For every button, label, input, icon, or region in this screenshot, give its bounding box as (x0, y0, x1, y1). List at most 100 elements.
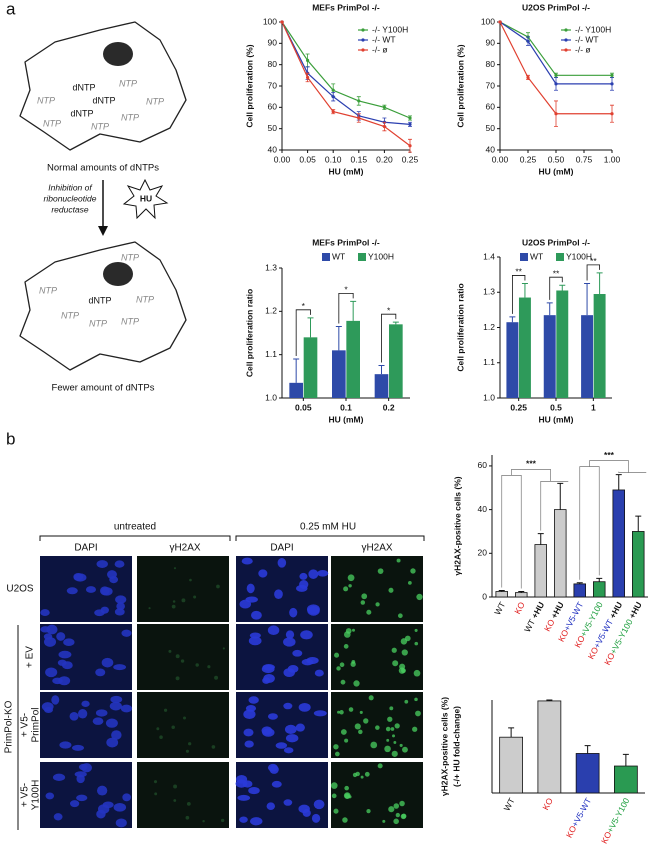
hu-burst (122, 178, 169, 220)
foci (343, 586, 349, 592)
label-part: +HU (548, 600, 566, 622)
foci (363, 718, 369, 724)
nucleus (284, 724, 297, 734)
nucleus (56, 632, 66, 641)
foci (185, 815, 190, 820)
row-label: + V5- (20, 713, 31, 737)
foci (368, 695, 374, 701)
x-tick-label: KO+V5-Y100 (599, 796, 632, 845)
nucleus (267, 625, 280, 636)
data-point (280, 20, 284, 24)
nucleus (300, 630, 313, 640)
legend-swatch (361, 38, 365, 42)
foci (148, 607, 151, 610)
ntp-label: NTP (89, 318, 107, 328)
nucleus (245, 596, 258, 603)
ntp-label: NTP (121, 252, 139, 262)
legend-swatch (564, 28, 568, 32)
foci (370, 741, 378, 749)
foci (186, 801, 191, 806)
foci (207, 665, 211, 669)
bar (495, 591, 508, 598)
x-axis-label: HU (mM) (329, 166, 364, 176)
foci (181, 598, 186, 603)
foci (404, 635, 411, 642)
y-tick-label: 1.3 (265, 262, 277, 272)
nucleus (301, 658, 314, 666)
foci (402, 746, 408, 753)
significance-bracket (586, 264, 601, 281)
foci (359, 710, 363, 714)
foci (355, 771, 360, 777)
y-tick-label: 90 (486, 38, 496, 48)
micrograph (137, 556, 229, 622)
legend-swatch (322, 253, 330, 261)
bar (506, 322, 519, 398)
dntp-label: dNTP (92, 95, 115, 105)
y-tick-label: 40 (478, 504, 488, 514)
nucleus (275, 742, 288, 749)
nucleus (115, 595, 127, 604)
dntp-label: dNTP (70, 108, 93, 118)
foci (393, 741, 397, 744)
bar (575, 753, 600, 794)
x-tick-label: 0.2 (383, 402, 395, 412)
foci (392, 734, 396, 738)
cell (19, 241, 187, 371)
arrow-label: Inhibition of (48, 182, 93, 192)
micrograph (137, 624, 229, 690)
nucleus (248, 696, 259, 704)
foci (222, 647, 225, 650)
y-tick-label: 50 (486, 123, 496, 133)
x-axis-label: HU (mM) (539, 166, 574, 176)
foci (220, 818, 225, 823)
series-line (499, 21, 612, 85)
foci (401, 649, 408, 656)
foci (414, 641, 419, 646)
x-tick-label: KO+V5-WT (564, 796, 593, 839)
drug-label: HU (140, 193, 152, 203)
bar (593, 581, 606, 598)
series-line (281, 21, 411, 147)
y-tick-label: 60 (478, 460, 488, 470)
nucleus (308, 569, 319, 579)
foci (375, 602, 380, 607)
nucleus (94, 609, 105, 617)
error-bar (518, 591, 525, 593)
foci (353, 680, 360, 687)
ntp-label: NTP (121, 112, 139, 122)
foci (382, 819, 386, 823)
error-bar (521, 282, 528, 298)
y-tick-label: 100 (263, 16, 277, 26)
error-bar (596, 577, 603, 582)
foci (340, 679, 346, 685)
x-tick-label: 0.50 (548, 154, 565, 164)
y-tick-label: 40 (268, 144, 278, 154)
significance-label: ** (515, 267, 522, 277)
label-part: +HU (626, 600, 644, 622)
x-tick-label: 0.05 (295, 402, 312, 412)
nucleus (113, 664, 127, 671)
error-bar (615, 474, 622, 490)
nucleus (45, 792, 55, 800)
nucleus (120, 704, 133, 713)
foci (377, 763, 383, 769)
nucleus (299, 572, 308, 580)
label-part: +HU (528, 600, 546, 622)
foci (183, 716, 187, 720)
y-tick-label: 1.0 (265, 392, 277, 402)
foci (389, 706, 394, 711)
nucleus (248, 787, 260, 795)
x-tick-label: 0.75 (576, 154, 593, 164)
y-tick-label: 1.2 (265, 306, 277, 316)
foci (348, 707, 354, 712)
caption: Normal amounts of dNTPs (47, 163, 159, 174)
nucleus (283, 747, 294, 754)
bar (614, 765, 638, 794)
data-point (610, 112, 614, 116)
nucleus (96, 560, 108, 568)
significance-label: ** (590, 256, 597, 266)
nucleus (269, 765, 279, 774)
x-tick-label: 0.5 (550, 402, 562, 412)
nucleus (277, 557, 287, 568)
